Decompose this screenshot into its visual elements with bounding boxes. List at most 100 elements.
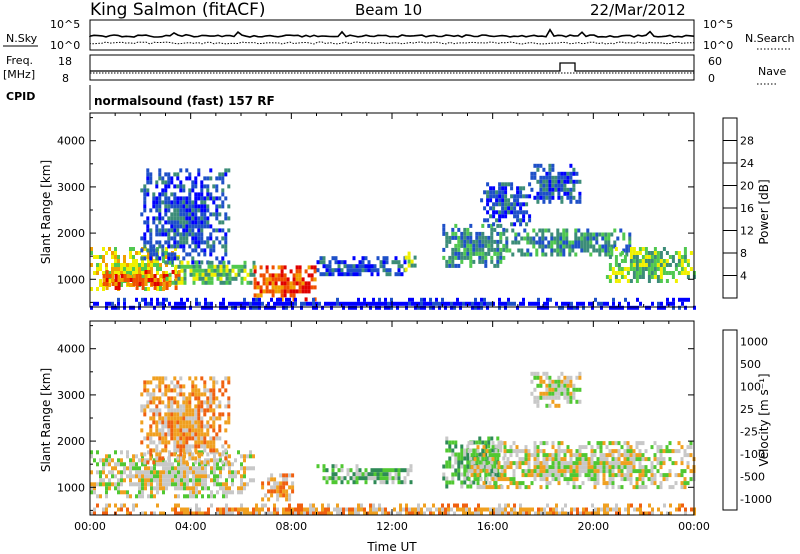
power-cell <box>177 270 181 274</box>
velocity-cell <box>584 453 588 458</box>
velocity-cell <box>149 436 153 441</box>
power-cell <box>170 216 174 221</box>
velocity-cell <box>144 470 147 475</box>
power-cell <box>234 305 237 310</box>
power-cell <box>307 265 311 270</box>
power-cell <box>315 305 318 310</box>
power-cell <box>158 220 162 225</box>
power-cell <box>580 232 584 237</box>
velocity-cell <box>216 478 219 483</box>
power-cell <box>283 285 287 290</box>
power-cell <box>620 271 624 275</box>
power-cell <box>271 281 275 286</box>
power-cell <box>539 187 543 192</box>
velocity-cell <box>200 408 204 413</box>
power-cell <box>274 277 278 282</box>
velocity-cell <box>506 449 510 454</box>
power-cell <box>481 255 485 260</box>
velocity-cell <box>143 404 147 409</box>
power-cell <box>504 186 508 191</box>
power-cell <box>117 263 120 267</box>
power-cell <box>591 301 594 306</box>
velocity-ytick-label: 3000 <box>57 389 85 402</box>
velocity-cell <box>146 388 150 393</box>
power-cell <box>483 190 487 195</box>
power-cell <box>203 240 207 245</box>
velocity-cell <box>623 465 627 470</box>
velocity-cell <box>188 436 192 441</box>
velocity-cell <box>629 461 633 466</box>
power-cell <box>647 263 651 267</box>
power-cell <box>273 305 276 310</box>
power-cell <box>387 305 390 310</box>
velocity-cell <box>168 470 171 475</box>
velocity-cell <box>173 452 177 457</box>
velocity-cell <box>150 511 153 516</box>
velocity-cell <box>521 469 525 474</box>
power-cell <box>480 305 483 310</box>
velocity-cell <box>120 503 123 508</box>
power-cell <box>495 210 499 215</box>
velocity-cell <box>129 511 132 516</box>
power-cell <box>111 305 114 310</box>
velocity-cell <box>563 387 567 392</box>
velocity-cell <box>497 461 501 466</box>
velocity-cell <box>623 473 627 478</box>
velocity-cell <box>153 478 156 483</box>
power-cell <box>385 272 389 277</box>
velocity-cell <box>285 481 289 486</box>
velocity-cell <box>316 464 320 469</box>
power-cell <box>589 232 593 237</box>
velocity-cell <box>140 420 144 425</box>
power-cell <box>183 264 187 269</box>
power-cell <box>156 278 160 282</box>
velocity-cell <box>587 461 591 466</box>
power-cell <box>538 236 542 241</box>
velocity-cell <box>498 503 501 508</box>
power-cell <box>90 263 93 267</box>
velocity-cell <box>219 470 222 475</box>
velocity-cell <box>194 448 198 453</box>
velocity-cell <box>105 486 108 491</box>
velocity-cell <box>355 472 359 477</box>
power-cell <box>548 163 552 168</box>
velocity-cell <box>372 507 375 512</box>
power-cell <box>647 271 651 275</box>
velocity-cell <box>246 482 249 487</box>
velocity-cell <box>591 511 594 516</box>
velocity-cell <box>182 460 186 465</box>
velocity-cell <box>176 400 180 405</box>
velocity-cell <box>423 511 426 516</box>
velocity-cell <box>593 485 597 490</box>
power-cell <box>173 244 177 249</box>
velocity-cell <box>367 472 371 477</box>
power-cell <box>262 281 266 286</box>
power-cell <box>210 276 214 281</box>
velocity-cell <box>143 412 147 417</box>
power-cell <box>150 263 153 267</box>
velocity-cell <box>179 412 183 417</box>
power-cell <box>156 287 159 291</box>
power-cell <box>545 191 549 196</box>
velocity-cell <box>357 507 360 512</box>
power-cell <box>548 195 552 200</box>
velocity-cell <box>521 449 525 454</box>
power-cell <box>324 301 327 306</box>
velocity-cell <box>460 444 464 449</box>
power-cell <box>155 216 159 221</box>
power-cell <box>391 260 395 265</box>
velocity-cell <box>385 480 389 485</box>
velocity-cell <box>509 465 513 470</box>
power-cell <box>191 188 195 193</box>
velocity-cell <box>108 462 111 467</box>
power-cell <box>280 265 284 270</box>
power-cell <box>143 188 147 193</box>
power-cell <box>228 268 232 273</box>
power-cell <box>224 248 228 253</box>
velocity-cell <box>198 450 201 455</box>
velocity-cell <box>636 507 639 512</box>
power-cell <box>372 297 375 302</box>
velocity-cell <box>176 408 180 413</box>
power-cell <box>203 212 207 217</box>
power-cell <box>388 268 392 273</box>
